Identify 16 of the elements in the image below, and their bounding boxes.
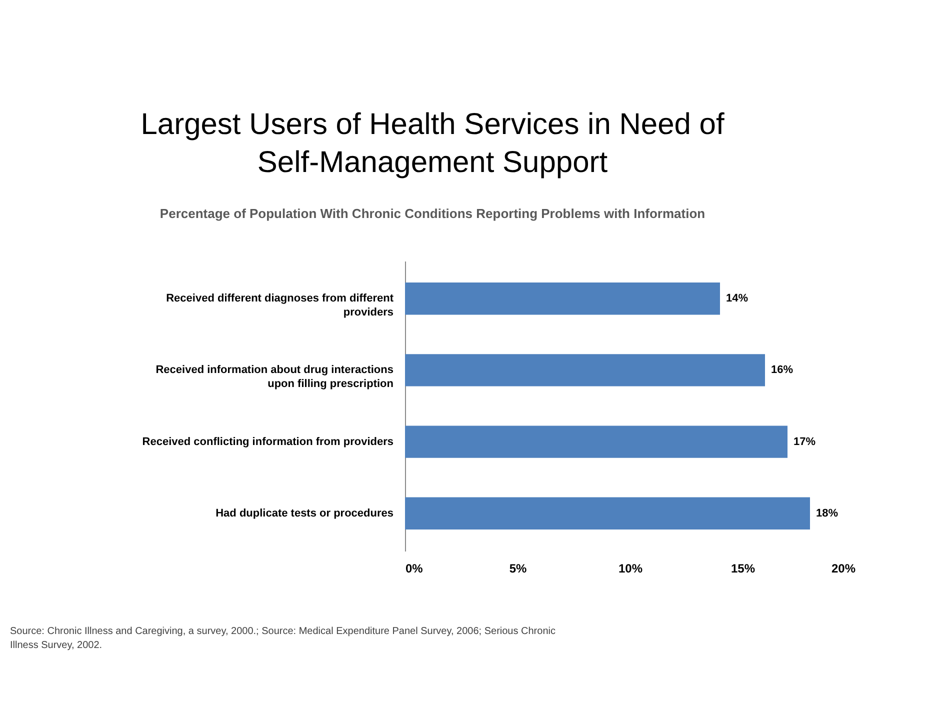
- y-tick-label: Received information about drug interactions upon filling prescription: [156, 364, 394, 390]
- y-tick-label: Had duplicate tests or procedures: [216, 507, 394, 520]
- x-tick-label: 5%: [509, 562, 527, 576]
- x-tick-label: 20%: [831, 562, 856, 576]
- x-tick-label: 15%: [730, 562, 756, 576]
- y-tick-label: Received conflicting information from providers: [142, 436, 394, 448]
- data-label: 14%: [726, 292, 748, 305]
- x-tick-label: 0%: [406, 562, 424, 576]
- y-tick-label: Received different diagnoses from different providers: [166, 292, 394, 319]
- data-label: 16%: [771, 364, 794, 376]
- chart-subtitle: Percentage of Population With Chronic Conditions Reporting Problems with Information: [160, 206, 706, 221]
- data-label: 18%: [816, 507, 838, 520]
- data-label: 17%: [794, 436, 816, 448]
- x-tick-label: 10%: [618, 562, 643, 576]
- chart-title: Largest Users of Health Services in Need of Self-Management Support: [140, 108, 725, 179]
- source-note: Source: Chronic Illness and Caregiving, a survey, 2000.; Source: Medical Expenditure Panel Survey, 2006; Serious Chronic Illness Survey, 2002.: [10, 626, 556, 651]
